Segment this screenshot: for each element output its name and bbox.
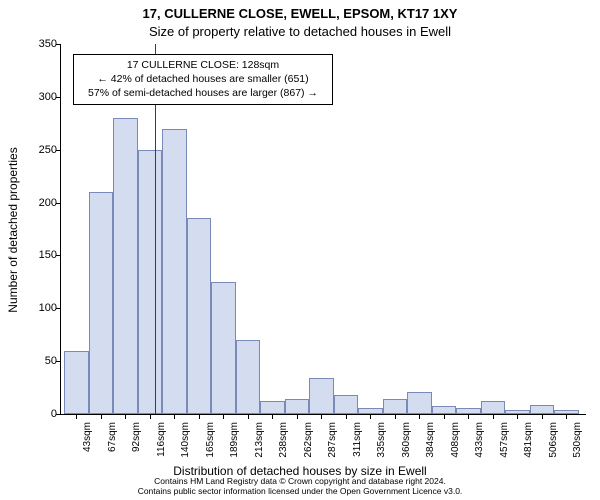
xtick-mark (370, 414, 371, 419)
ytick-label: 100 (17, 302, 57, 314)
histogram-bar (432, 406, 457, 414)
footer-line-2: Contains public sector information licen… (0, 486, 600, 497)
xtick-mark (150, 414, 151, 419)
xtick-mark (468, 414, 469, 419)
histogram-bar (113, 118, 138, 414)
histogram-bar (383, 399, 408, 414)
xtick-label: 43sqm (82, 422, 93, 462)
histogram-bar (64, 351, 89, 414)
footer-line-1: Contains HM Land Registry data © Crown c… (0, 476, 600, 487)
annotation-line-2: ← 42% of detached houses are smaller (65… (80, 72, 326, 86)
xtick-label: 189sqm (229, 422, 240, 462)
histogram-bar (285, 399, 310, 414)
xtick-mark (101, 414, 102, 419)
xtick-label: 506sqm (548, 422, 559, 462)
xtick-label: 238sqm (278, 422, 289, 462)
xtick-label: 287sqm (327, 422, 338, 462)
xtick-mark (517, 414, 518, 419)
chart-title-sub: Size of property relative to detached ho… (0, 24, 600, 39)
histogram-bar (530, 405, 555, 415)
histogram-bar (211, 282, 236, 414)
xtick-mark (444, 414, 445, 419)
histogram-bar (236, 340, 261, 414)
chart-title-main: 17, CULLERNE CLOSE, EWELL, EPSOM, KT17 1… (0, 6, 600, 21)
annotation-line-3: 57% of semi-detached houses are larger (… (80, 86, 326, 100)
histogram-bar (187, 218, 212, 414)
xtick-label: 140sqm (180, 422, 191, 462)
y-axis-label: Number of detached properties (6, 147, 20, 312)
xtick-mark (346, 414, 347, 419)
xtick-mark (419, 414, 420, 419)
xtick-label: 335sqm (376, 422, 387, 462)
xtick-label: 408sqm (450, 422, 461, 462)
ytick-label: 50 (17, 355, 57, 367)
histogram-bar (138, 150, 163, 414)
annotation-box: 17 CULLERNE CLOSE: 128sqm ← 42% of detac… (73, 54, 333, 105)
xtick-label: 360sqm (401, 422, 412, 462)
ytick-label: 150 (17, 249, 57, 261)
xtick-mark (174, 414, 175, 419)
xtick-label: 262sqm (303, 422, 314, 462)
xtick-label: 165sqm (205, 422, 216, 462)
xtick-mark (199, 414, 200, 419)
xtick-mark (223, 414, 224, 419)
xtick-label: 457sqm (499, 422, 510, 462)
xtick-label: 311sqm (352, 422, 363, 462)
histogram-bar (481, 401, 506, 414)
xtick-mark (297, 414, 298, 419)
xtick-mark (125, 414, 126, 419)
ytick-label: 250 (17, 144, 57, 156)
xtick-label: 481sqm (523, 422, 534, 462)
histogram-bar (89, 192, 114, 414)
xtick-mark (76, 414, 77, 419)
xtick-label: 384sqm (425, 422, 436, 462)
xtick-label: 92sqm (131, 422, 142, 462)
ytick-label: 300 (17, 91, 57, 103)
xtick-mark (321, 414, 322, 419)
xtick-mark (395, 414, 396, 419)
histogram-bar (407, 392, 432, 414)
histogram-bar (334, 395, 359, 414)
xtick-label: 530sqm (572, 422, 583, 462)
ytick-label: 0 (17, 408, 57, 420)
xtick-mark (272, 414, 273, 419)
ytick-label: 200 (17, 197, 57, 209)
histogram-bar (309, 378, 334, 414)
xtick-label: 433sqm (474, 422, 485, 462)
xtick-mark (248, 414, 249, 419)
xtick-label: 116sqm (156, 422, 167, 462)
annotation-line-1: 17 CULLERNE CLOSE: 128sqm (80, 58, 326, 72)
histogram-bar (162, 129, 187, 414)
xtick-mark (566, 414, 567, 419)
xtick-label: 213sqm (254, 422, 265, 462)
xtick-mark (493, 414, 494, 419)
xtick-mark (542, 414, 543, 419)
xtick-label: 67sqm (107, 422, 118, 462)
footer-text: Contains HM Land Registry data © Crown c… (0, 476, 600, 497)
ytick-label: 350 (17, 38, 57, 50)
histogram-bar (260, 401, 285, 414)
